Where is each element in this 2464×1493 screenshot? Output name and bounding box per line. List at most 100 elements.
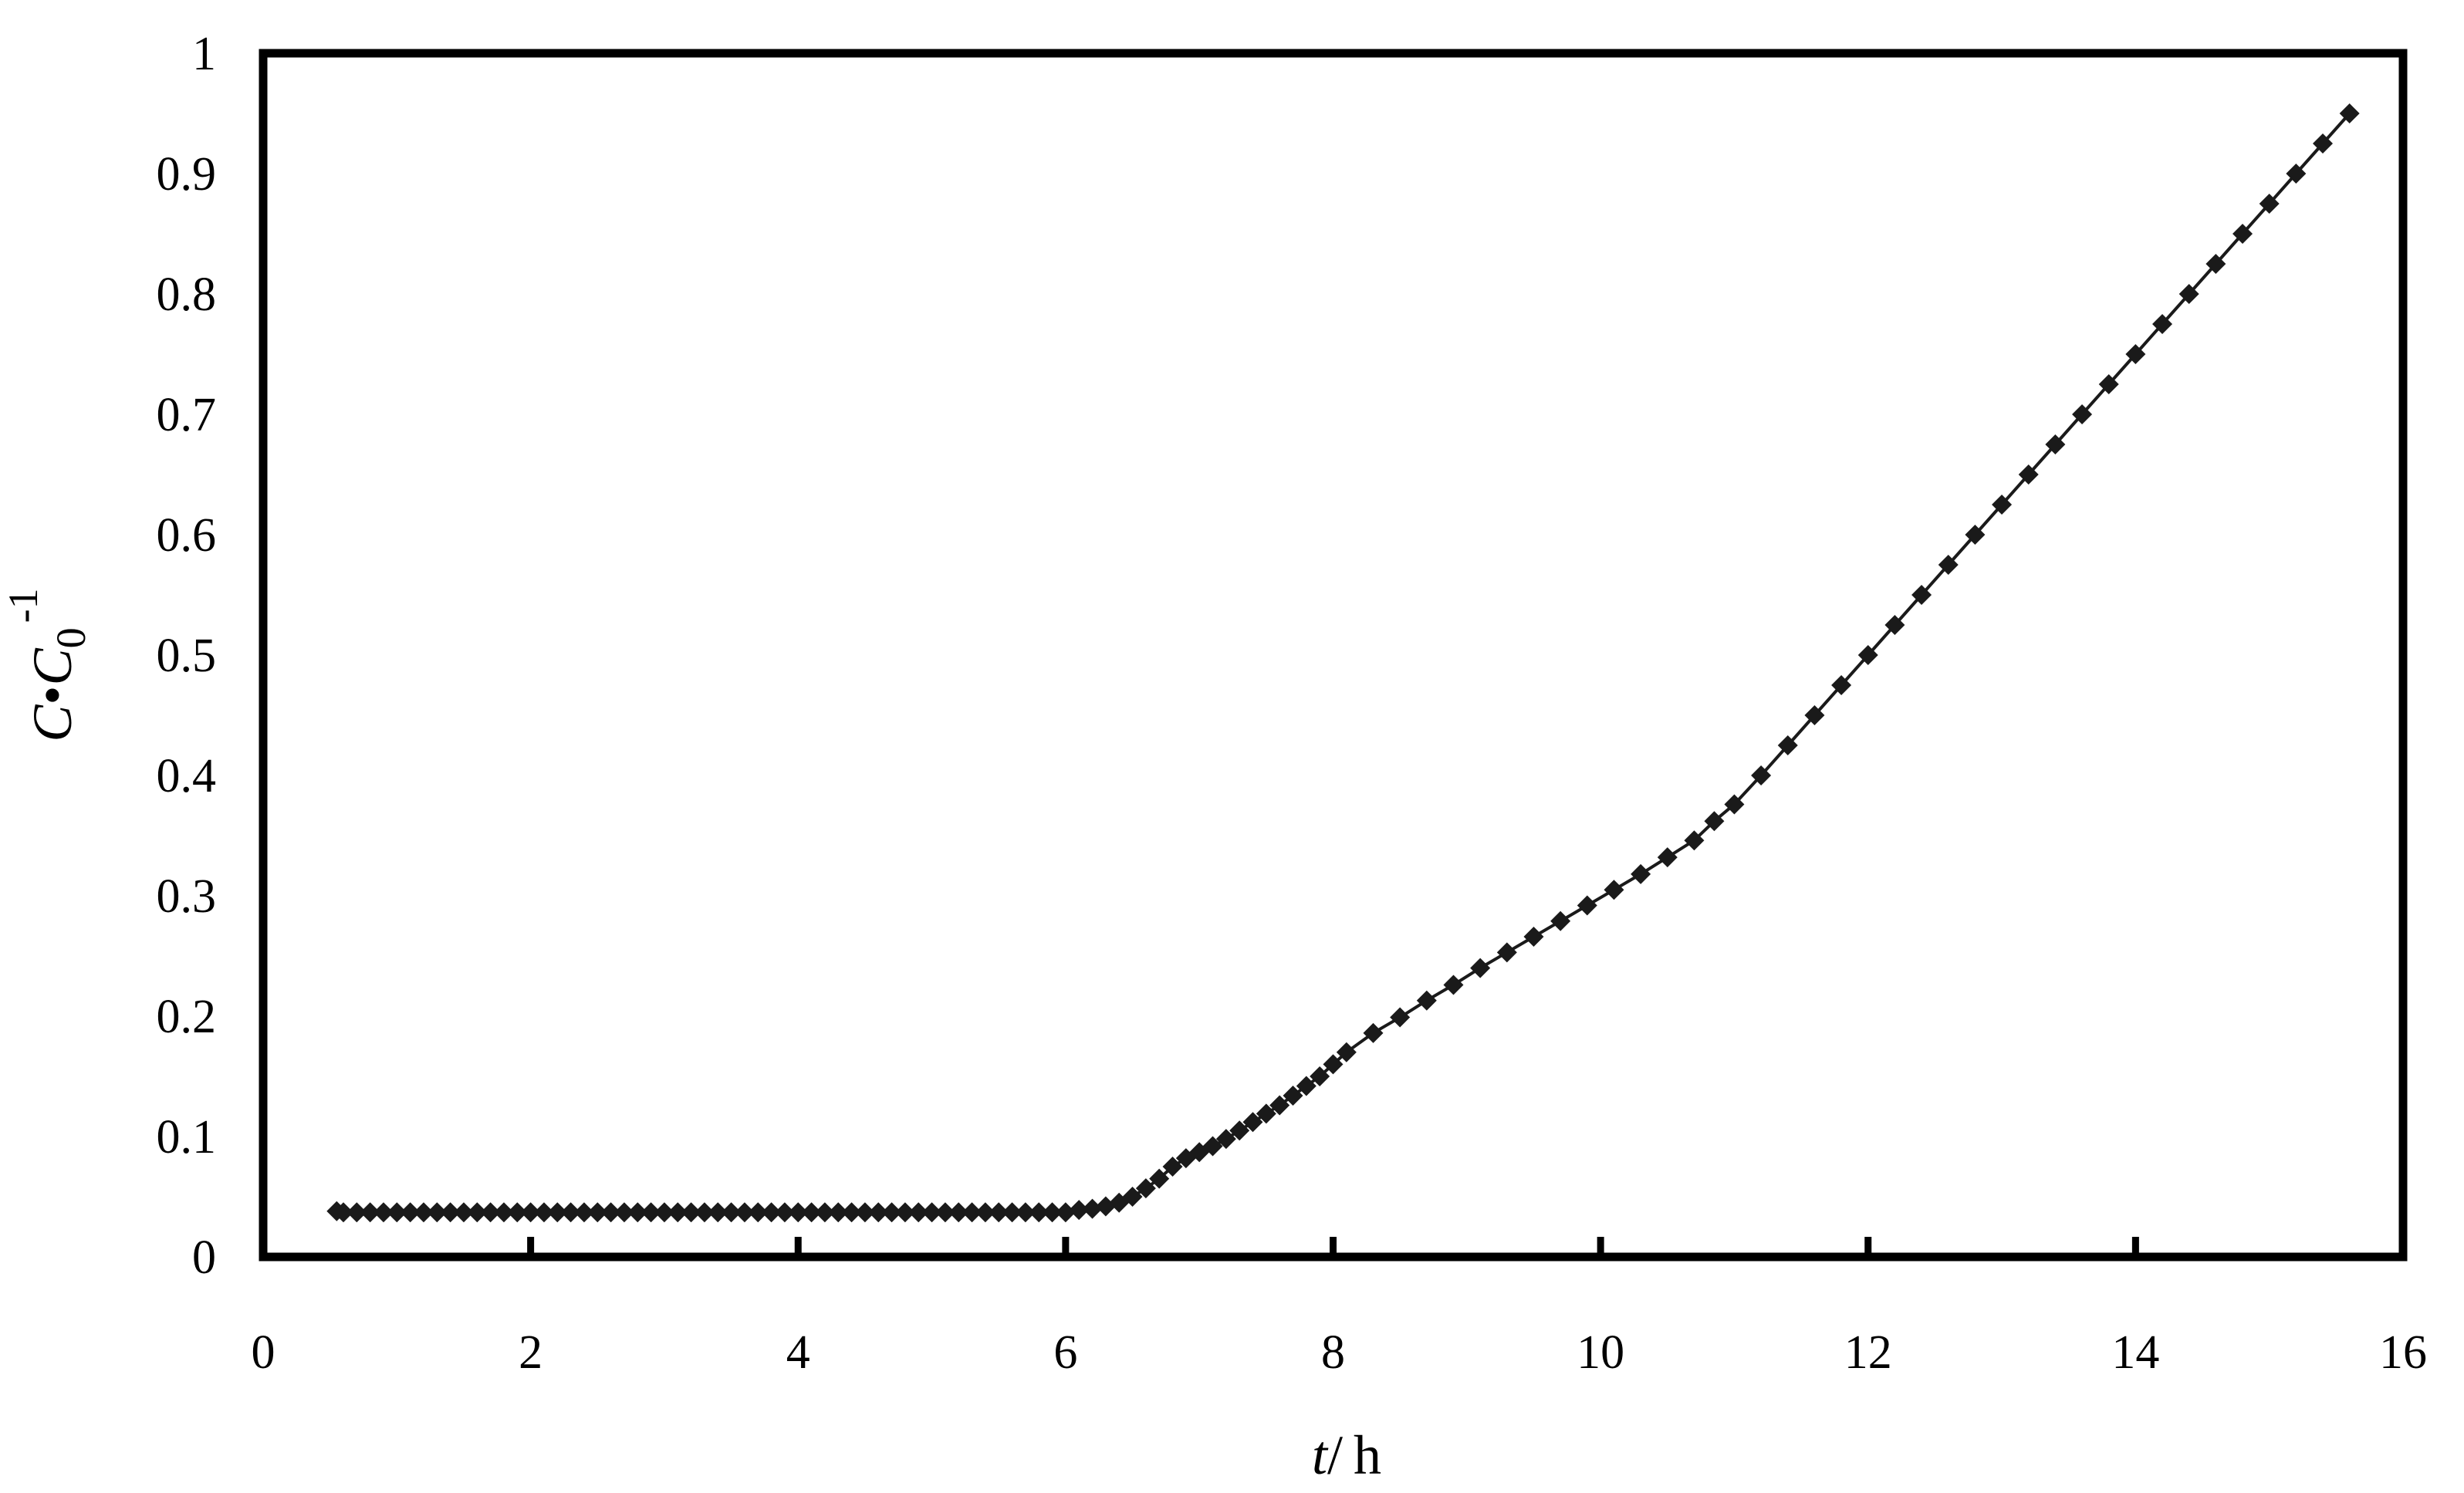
- data-point: [1684, 830, 1705, 851]
- data-point: [1122, 1187, 1143, 1207]
- data-point: [1804, 705, 1825, 725]
- data-point: [587, 1202, 608, 1223]
- data-point: [1135, 1178, 1156, 1199]
- data-point: [908, 1202, 929, 1223]
- data-point: [881, 1202, 902, 1223]
- data-point: [814, 1202, 835, 1223]
- x-tick-label: 2: [519, 1326, 542, 1379]
- y-tick-label: 0.7: [157, 389, 217, 441]
- data-point: [2178, 284, 2199, 304]
- data-point: [387, 1202, 407, 1223]
- data-point: [761, 1202, 782, 1223]
- data-point: [1082, 1198, 1103, 1219]
- data-point: [989, 1202, 1009, 1223]
- data-point: [694, 1202, 715, 1223]
- data-point: [2125, 344, 2146, 364]
- y-tick-label: 0.4: [157, 750, 217, 802]
- data-point: [2339, 103, 2360, 123]
- data-point: [1242, 1112, 1263, 1133]
- x-axis-slash: /: [1327, 1424, 1343, 1486]
- data-point: [1777, 735, 1798, 755]
- x-tick-label: 16: [2379, 1326, 2427, 1379]
- data-point: [868, 1202, 889, 1223]
- y-tick-label: 0.5: [157, 630, 217, 682]
- data-point: [1296, 1076, 1316, 1096]
- data-point: [935, 1202, 955, 1223]
- x-axis-title: t/h: [1312, 1424, 1381, 1486]
- data-point: [333, 1202, 353, 1223]
- data-point: [2205, 254, 2226, 274]
- data-point: [975, 1202, 995, 1223]
- data-point: [1069, 1200, 1090, 1221]
- data-point: [1002, 1202, 1022, 1223]
- data-point: [1704, 811, 1725, 832]
- y-tick-label: 0.2: [157, 991, 217, 1043]
- data-point: [1363, 1022, 1384, 1043]
- data-point: [1751, 765, 1772, 785]
- data-point: [828, 1202, 849, 1223]
- data-point: [2313, 133, 2334, 154]
- data-point: [708, 1202, 728, 1223]
- x-axis-unit: h: [1354, 1424, 1381, 1486]
- data-point: [1550, 910, 1571, 931]
- data-point: [1042, 1202, 1063, 1223]
- data-point: [413, 1202, 434, 1223]
- data-point: [427, 1202, 448, 1223]
- data-point: [480, 1202, 501, 1223]
- data-point: [1857, 645, 1878, 665]
- data-point: [493, 1202, 514, 1223]
- data-point: [1310, 1066, 1330, 1086]
- data-point: [1657, 847, 1678, 868]
- y-tick-label: 0.1: [157, 1111, 217, 1164]
- data-point: [520, 1202, 541, 1223]
- data-point: [453, 1202, 474, 1223]
- data-point: [841, 1202, 862, 1223]
- data-point: [2286, 164, 2307, 184]
- data-point: [346, 1202, 367, 1223]
- data-point: [1496, 942, 1517, 963]
- data-point: [2072, 404, 2093, 424]
- data-point: [360, 1202, 380, 1223]
- data-point: [1416, 990, 1437, 1011]
- data-point: [1604, 880, 1624, 900]
- data-point: [2259, 194, 2280, 214]
- data-point: [1256, 1103, 1276, 1124]
- data-point: [2232, 224, 2253, 244]
- data-point: [1229, 1120, 1250, 1141]
- data-point: [1390, 1007, 1411, 1028]
- x-tick-label: 10: [1577, 1326, 1624, 1379]
- y-tick-label: 0: [192, 1231, 216, 1284]
- data-point: [654, 1202, 674, 1223]
- data-point: [854, 1202, 875, 1223]
- x-tick-label: 8: [1321, 1326, 1345, 1379]
- data-point: [1323, 1054, 1344, 1075]
- y-axis-dot: •: [22, 685, 83, 704]
- y-axis-c: C: [22, 704, 83, 742]
- data-point: [1631, 863, 1651, 884]
- data-point: [1470, 958, 1491, 978]
- data-point: [1283, 1085, 1303, 1106]
- data-point: [573, 1202, 594, 1223]
- data-point: [1724, 794, 1745, 815]
- data-point: [2045, 434, 2066, 454]
- data-point: [1202, 1136, 1223, 1157]
- data-point: [788, 1202, 809, 1223]
- data-point: [1911, 585, 1932, 605]
- data-point: [1443, 975, 1464, 995]
- data-point: [668, 1202, 688, 1223]
- data-point: [1015, 1202, 1036, 1223]
- data-point: [1336, 1042, 1357, 1062]
- data-point: [948, 1202, 969, 1223]
- data-point: [721, 1202, 742, 1223]
- data-point: [1992, 495, 2013, 515]
- y-tick-label: 0.8: [157, 269, 217, 321]
- data-point: [1055, 1202, 1076, 1223]
- x-tick-label: 14: [2111, 1326, 2159, 1379]
- data-point: [1965, 525, 1986, 545]
- data-point: [533, 1202, 554, 1223]
- data-point: [1215, 1129, 1236, 1150]
- plot-frame: [259, 49, 2408, 1262]
- data-point: [801, 1202, 822, 1223]
